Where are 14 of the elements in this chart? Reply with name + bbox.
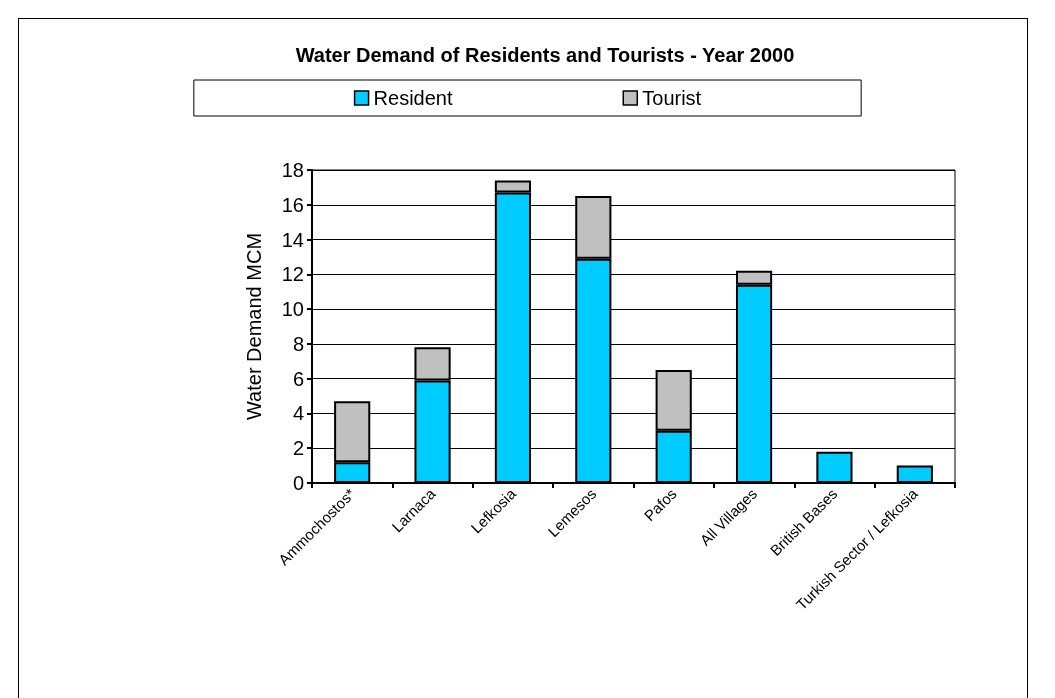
chart-title: Water Demand of Residents and Tourists - Year 2000 (295, 44, 795, 66)
y-tick-label: 4 (292, 402, 304, 425)
y-axis-title: Water Demand MCM (243, 232, 265, 421)
y-tick-label: 18 (281, 159, 304, 181)
y-tick-label: 14 (281, 228, 304, 251)
y-tick-label: 6 (292, 367, 304, 390)
legend-label: Tourist (642, 87, 702, 109)
y-tick-label: 0 (292, 472, 304, 494)
legend-label: Resident (373, 87, 453, 109)
y-tick-label: 10 (281, 298, 304, 321)
y-tick-label: 2 (292, 437, 304, 460)
y-tick-label: 8 (292, 332, 304, 355)
y-tick-label: 16 (281, 193, 304, 216)
y-tick-label: 12 (281, 263, 304, 286)
